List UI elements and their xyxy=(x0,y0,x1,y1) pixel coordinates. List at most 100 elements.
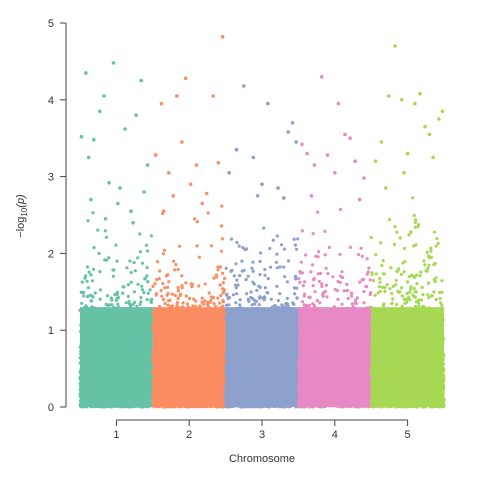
snp-point xyxy=(221,291,225,295)
outlier-point xyxy=(92,137,96,142)
snp-point xyxy=(85,279,89,283)
snp-point xyxy=(193,217,197,221)
snp-point xyxy=(176,296,180,300)
snp-point xyxy=(178,294,182,298)
snp-point xyxy=(157,277,161,281)
snp-point xyxy=(133,269,137,273)
outlier-point xyxy=(175,94,179,98)
snp-point xyxy=(140,288,144,292)
snp-point xyxy=(98,297,102,301)
snp-point xyxy=(97,251,101,256)
snp-point xyxy=(107,256,111,260)
snp-point xyxy=(145,298,149,302)
snp-point xyxy=(112,268,116,272)
snp-point xyxy=(114,243,118,247)
snp-point xyxy=(93,291,97,295)
outlier-point xyxy=(159,101,164,106)
snp-point xyxy=(138,250,143,254)
snp-point xyxy=(145,266,149,270)
snp-point xyxy=(219,294,223,298)
snp-point xyxy=(160,294,164,298)
snp-point xyxy=(209,244,214,248)
dense-point-band xyxy=(80,307,153,407)
snp-point xyxy=(176,289,180,293)
snp-point xyxy=(116,302,120,306)
outlier-point xyxy=(153,153,158,157)
snp-point xyxy=(212,302,216,306)
outlier-point xyxy=(220,35,225,39)
snp-point xyxy=(285,280,289,284)
snp-point xyxy=(150,297,154,301)
outlier-point xyxy=(129,209,133,213)
chromosome-1-points xyxy=(78,61,155,409)
snp-point xyxy=(149,300,153,304)
data-points-layer xyxy=(78,35,446,409)
snp-point xyxy=(220,204,224,208)
snp-point xyxy=(207,291,211,295)
snp-point xyxy=(144,243,149,247)
snp-point xyxy=(113,293,117,297)
snp-point xyxy=(161,281,165,286)
snp-point xyxy=(126,294,130,298)
snp-point xyxy=(200,296,204,300)
outlier-point xyxy=(89,197,93,202)
snp-point xyxy=(219,224,224,228)
snp-point xyxy=(110,303,114,307)
snp-point xyxy=(143,277,147,281)
outlier-point xyxy=(142,190,146,194)
dense-point-band xyxy=(152,307,226,407)
snp-point xyxy=(189,282,193,286)
snp-point xyxy=(85,265,90,269)
outlier-point xyxy=(139,78,143,83)
snp-point xyxy=(146,249,150,253)
snp-point xyxy=(98,270,102,274)
snp-point xyxy=(132,260,136,265)
snp-point xyxy=(145,274,149,278)
snp-point xyxy=(140,284,144,288)
snp-point xyxy=(180,286,184,290)
snp-point xyxy=(133,300,137,304)
snp-point xyxy=(203,282,207,286)
snp-point xyxy=(115,292,120,296)
snp-point xyxy=(146,291,150,295)
snp-point xyxy=(135,304,139,308)
snp-point xyxy=(266,276,270,281)
snp-point xyxy=(105,294,110,298)
snp-point xyxy=(129,280,133,284)
snp-point xyxy=(203,299,207,303)
snp-point xyxy=(91,211,95,215)
snp-point xyxy=(167,280,171,284)
snp-point xyxy=(149,234,153,238)
snp-point xyxy=(151,284,155,289)
snp-point xyxy=(86,219,90,223)
snp-point xyxy=(104,235,109,239)
snp-point xyxy=(148,288,152,292)
snp-point xyxy=(184,294,188,298)
snp-point xyxy=(218,265,223,269)
snp-point xyxy=(161,297,166,302)
outlier-point xyxy=(204,191,209,196)
outlier-point xyxy=(84,71,88,75)
outlier-point xyxy=(123,127,127,131)
snp-point xyxy=(161,252,165,256)
snp-point xyxy=(122,285,126,289)
snp-point xyxy=(136,256,140,260)
snp-point xyxy=(139,295,143,300)
snp-point xyxy=(216,268,220,272)
snp-point xyxy=(96,228,100,232)
snp-point xyxy=(218,301,222,305)
snp-point xyxy=(223,276,227,281)
outlier-point xyxy=(180,140,184,144)
snp-point xyxy=(88,293,92,297)
snp-point xyxy=(200,300,204,304)
snp-point xyxy=(154,293,158,297)
snp-point xyxy=(158,269,162,273)
snp-point xyxy=(138,302,142,306)
snp-point xyxy=(127,299,131,303)
snp-point xyxy=(279,243,284,247)
snp-point xyxy=(121,291,125,295)
snp-point xyxy=(188,296,192,301)
snp-point xyxy=(176,267,180,272)
snp-point xyxy=(198,304,202,308)
snp-point xyxy=(292,237,296,241)
